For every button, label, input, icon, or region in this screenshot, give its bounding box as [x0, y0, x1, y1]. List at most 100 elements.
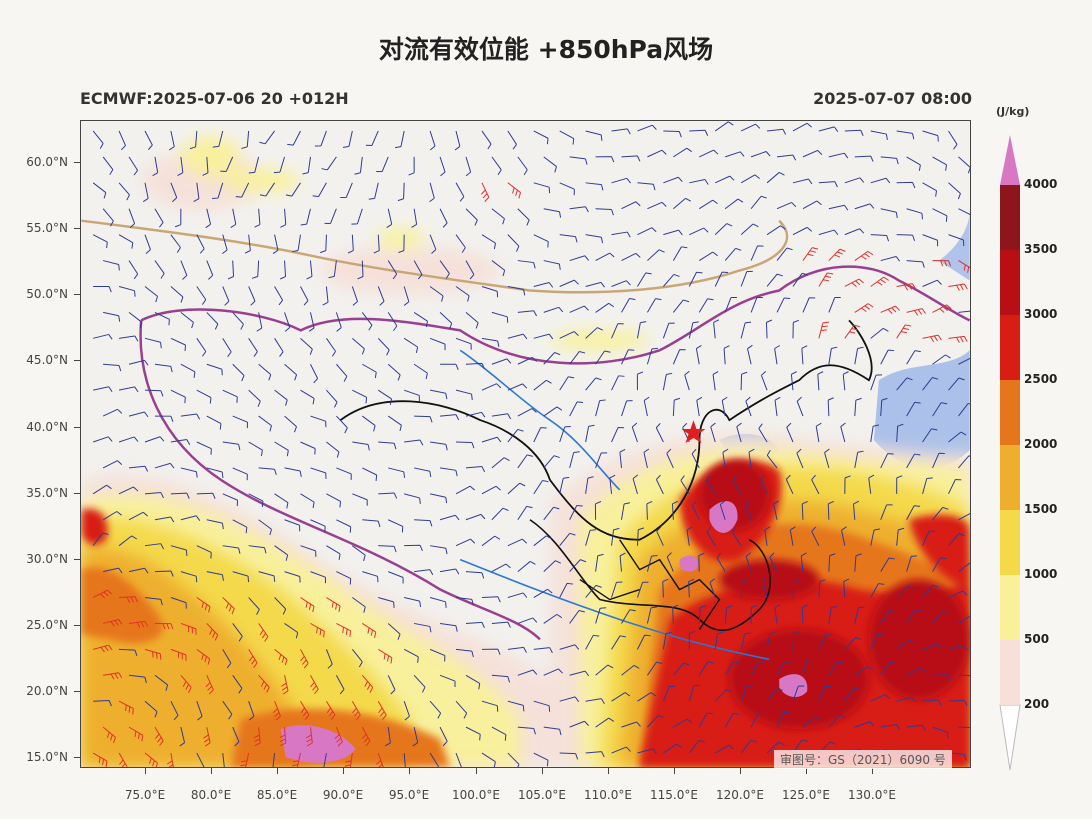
- wind-barb: [259, 182, 275, 197]
- wind-barb: [429, 700, 442, 719]
- wind-barb: [896, 696, 916, 703]
- wind-barb: [154, 260, 165, 279]
- wind-barb: [922, 234, 939, 247]
- wind-barb: [102, 511, 122, 521]
- wind-barb: [465, 312, 479, 329]
- wind-barb: [314, 130, 327, 147]
- wind-barb: [102, 618, 123, 627]
- wind-barb: [745, 396, 752, 417]
- wind-barb: [766, 450, 778, 469]
- wind-barb: [144, 436, 165, 443]
- wind-barb: [300, 208, 311, 226]
- wind-barb: [789, 526, 796, 546]
- wind-barb: [906, 666, 926, 676]
- wind-barb: [802, 297, 816, 313]
- wind-barb: [662, 578, 669, 598]
- wind-barb: [93, 644, 113, 653]
- wind-barb: [802, 200, 822, 210]
- wind-barb: [279, 727, 287, 747]
- wind-barb: [766, 172, 785, 184]
- wind-barb: [760, 474, 768, 495]
- wind-barb: [321, 156, 337, 171]
- wind-barb: [377, 389, 393, 405]
- wind-barb: [585, 634, 600, 650]
- wind-barb: [636, 321, 647, 339]
- wind-barb: [403, 753, 406, 767]
- wind-barb: [585, 377, 602, 391]
- wind-barb: [180, 413, 201, 420]
- wind-barb: [769, 552, 778, 572]
- wind-barb: [154, 570, 174, 577]
- wind-barb: [429, 752, 439, 767]
- wind-barb: [611, 581, 623, 598]
- wind-barb: [672, 246, 688, 261]
- wind-barb: [144, 130, 153, 150]
- wind-barb: [559, 130, 575, 145]
- wind-barb: [766, 128, 787, 135]
- wind-barb: [621, 721, 641, 728]
- wind-barb: [169, 130, 175, 151]
- wind-barb: [880, 610, 896, 624]
- wind-barb: [611, 527, 620, 546]
- wind-barb: [958, 260, 970, 273]
- cape-wind-map[interactable]: [80, 120, 971, 768]
- wind-barb: [854, 155, 874, 162]
- wind-barb: [740, 270, 753, 287]
- wind-barb: [543, 506, 560, 521]
- wind-barb: [144, 752, 159, 767]
- wind-barb: [880, 208, 898, 219]
- wind-barb: [408, 156, 415, 176]
- wind-barb: [404, 597, 422, 608]
- chart-title: 对流有效位能 +850hPa风场: [378, 35, 714, 64]
- wind-barb: [870, 234, 890, 242]
- wind-barb: [248, 701, 255, 721]
- wind-barb: [773, 500, 779, 520]
- wind-barb: [655, 474, 664, 495]
- colorbar-block: [1000, 510, 1020, 575]
- wind-barb: [559, 331, 579, 339]
- wind-barb: [958, 357, 970, 365]
- wind-barb: [325, 700, 336, 720]
- wind-barb: [932, 674, 952, 681]
- wind-barb: [414, 467, 432, 478]
- wind-barb: [595, 452, 608, 469]
- wind-barb: [533, 588, 553, 598]
- wind-barb: [351, 700, 361, 721]
- wind-barb: [352, 337, 365, 355]
- wind-barb: [378, 441, 397, 450]
- wind-barb: [306, 260, 313, 280]
- wind-barb: [611, 128, 631, 135]
- wind-barb: [828, 204, 849, 211]
- wind-barb: [362, 519, 381, 528]
- lon-label-125: 125.0°E: [782, 788, 830, 802]
- wind-barb: [818, 321, 829, 339]
- lat-tick: [74, 691, 80, 692]
- wind-barb: [248, 649, 258, 669]
- wind-barb: [154, 726, 164, 746]
- wind-barb: [533, 700, 551, 712]
- wind-barb: [932, 208, 948, 222]
- wind-barb: [543, 406, 563, 417]
- wind-barb: [774, 604, 781, 624]
- wind-barb: [792, 226, 813, 236]
- wind-barb: [196, 286, 207, 305]
- wind-barb: [144, 337, 162, 349]
- wind-barb: [180, 515, 201, 521]
- lon-label-95: 95.0°E: [388, 788, 430, 802]
- wind-barb: [258, 571, 276, 582]
- wind-barb: [740, 123, 761, 132]
- wind-barb: [481, 596, 501, 603]
- wind-barb: [481, 752, 496, 767]
- wind-barb: [533, 752, 549, 767]
- wind-barb: [491, 358, 512, 365]
- wind-barb: [507, 482, 526, 495]
- wind-barb: [284, 519, 301, 532]
- wind-barb: [395, 130, 405, 149]
- wind-barb: [285, 182, 301, 197]
- wind-barb: [880, 397, 888, 417]
- wind-barb: [481, 436, 502, 443]
- wind-barb: [585, 424, 595, 443]
- wind-barb: [792, 272, 808, 287]
- wind-barb: [455, 597, 474, 606]
- wind-barb: [481, 700, 499, 712]
